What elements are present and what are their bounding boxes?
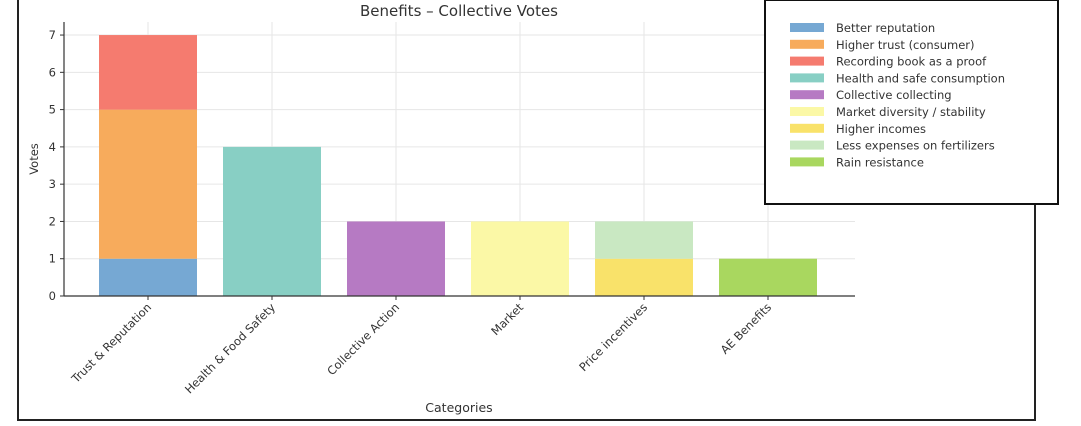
x-tick-label: AE Benefits <box>718 300 774 356</box>
chart-title: Benefits – Collective Votes <box>360 2 558 20</box>
legend-label: Higher trust (consumer) <box>836 38 974 52</box>
x-axis-label: Categories <box>425 400 492 415</box>
legend-swatch <box>790 123 824 133</box>
bar-segment <box>719 258 817 296</box>
legend-swatch <box>790 107 824 116</box>
bar-segment <box>347 221 445 296</box>
y-tick-label: 6 <box>49 65 56 79</box>
y-tick-label: 7 <box>49 28 56 42</box>
legend-swatch <box>790 140 824 150</box>
legend-swatch <box>790 73 824 83</box>
legend-box <box>764 0 1059 205</box>
legend-label: Better reputation <box>836 21 935 35</box>
legend-label: Recording book as a proof <box>836 55 987 69</box>
bar-segment <box>595 258 693 296</box>
legend: Better reputation Higher trust (consumer)… <box>764 0 1059 205</box>
legend-label: Collective collecting <box>836 88 952 102</box>
legend-swatch <box>790 157 824 167</box>
x-tick-label: Collective Action <box>324 300 402 378</box>
x-tick-label: Health & Food Safety <box>182 300 278 396</box>
bar-segment <box>595 221 693 259</box>
y-tick-label: 5 <box>49 103 56 117</box>
bar-segment <box>99 258 197 296</box>
bar-segment <box>99 109 197 259</box>
legend-swatch <box>790 56 824 66</box>
legend-label: Market diversity / stability <box>836 105 986 119</box>
y-axis-label: Votes <box>27 143 41 175</box>
x-tick-label: Market <box>488 300 526 338</box>
legend-label: Less expenses on fertilizers <box>836 139 995 153</box>
legend-items: Better reputation Higher trust (consumer)… <box>790 21 1005 169</box>
y-tick-label: 2 <box>49 214 56 228</box>
y-tick-label: 0 <box>49 289 56 303</box>
legend-swatch <box>790 23 824 32</box>
bars <box>99 35 817 296</box>
y-tick-label: 4 <box>49 140 56 154</box>
bar-segment <box>223 146 321 296</box>
legend-label: Higher incomes <box>836 122 926 136</box>
legend-swatch <box>790 90 824 100</box>
bar-segment <box>99 35 197 110</box>
legend-label: Health and safe consumption <box>836 71 1005 85</box>
bar-segment <box>471 221 569 296</box>
y-tick-label: 3 <box>49 177 56 191</box>
x-ticks: Trust & Reputation Health & Food Safety Co… <box>68 296 774 396</box>
y-tick-label: 1 <box>49 252 56 266</box>
legend-swatch <box>790 39 824 49</box>
axes <box>63 22 855 297</box>
x-tick-label: Trust & Reputation <box>68 300 154 386</box>
legend-label: Rain resistance <box>836 155 924 169</box>
y-ticks: 0 1 2 3 4 5 6 7 <box>49 28 64 303</box>
x-tick-label: Price incentives <box>576 300 650 374</box>
